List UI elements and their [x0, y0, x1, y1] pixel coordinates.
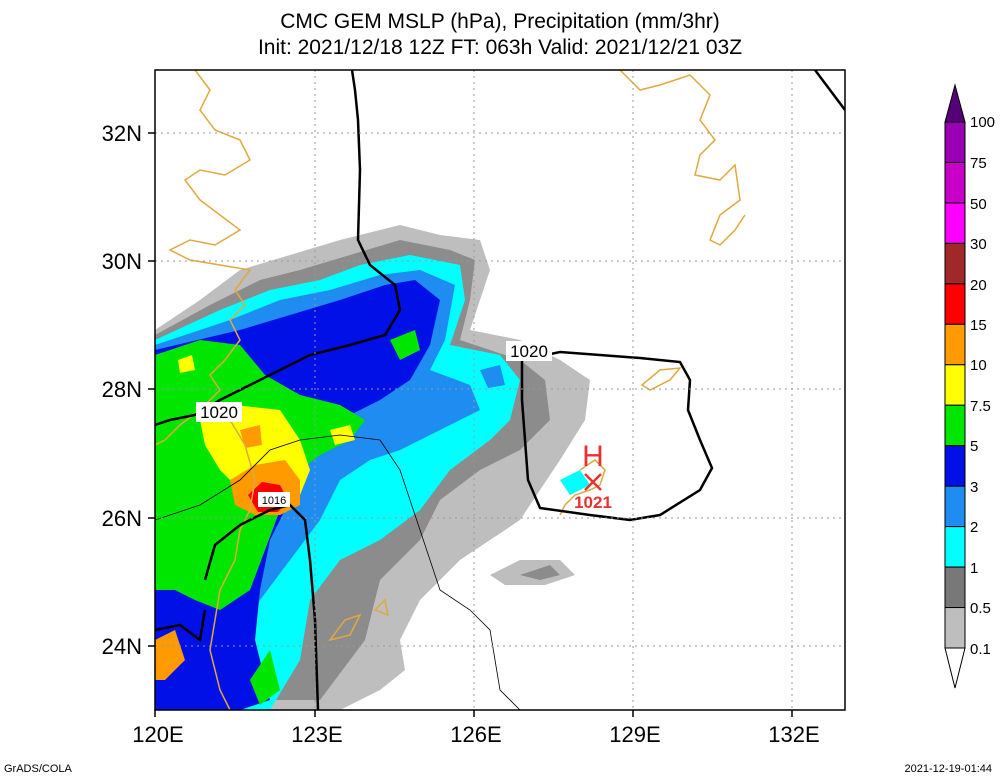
coastline: [155, 70, 252, 446]
latitude-labels: 32N 30N 28N 26N 24N: [102, 121, 142, 659]
colorbar-label: 20: [970, 277, 987, 294]
boundary-line: [155, 434, 521, 710]
colorbar-bottom-arrow: [944, 647, 966, 689]
lon-label: 120E: [132, 722, 183, 747]
precip-5-area: [250, 650, 280, 705]
colorbar-label: 5: [970, 438, 978, 455]
isobar-labels: 1020 1020 1016: [196, 341, 552, 507]
precip-0.5-area: [520, 565, 560, 580]
precip-1-area: [560, 470, 590, 495]
lat-label: 32N: [102, 121, 142, 146]
colorbar-label: 10: [970, 357, 987, 374]
colorbar-swatch: [944, 121, 966, 163]
colorbar-swatch: [944, 242, 966, 285]
precip-7.5-area: [178, 355, 195, 373]
lat-label: 26N: [102, 506, 142, 531]
coastline: [559, 459, 606, 516]
colorbar-label: 30: [970, 236, 987, 253]
colorbar-label: 3: [970, 479, 978, 496]
colorbar-swatch: [944, 404, 966, 447]
colorbar-swatch: [944, 364, 966, 406]
coastline: [619, 70, 746, 246]
precipitation-field: [155, 225, 590, 710]
coastline: [373, 598, 390, 617]
precip-10-area: [240, 425, 262, 448]
colorbar-swatch: [944, 323, 966, 366]
isobar-label-1016: 1016: [262, 495, 286, 507]
map-subtitle: Init: 2021/12/18 12Z FT: 063h Valid: 202…: [257, 36, 743, 59]
high-center-cross-icon: [584, 473, 602, 491]
axis-ticks: [148, 132, 793, 717]
lat-label: 28N: [102, 377, 142, 402]
lat-label: 24N: [102, 634, 142, 659]
colorbar-labels: 100 75 50 30 20 15 10 7.5 5 3 2 1 0.5 0.…: [970, 114, 995, 658]
colorbar-label: 0.1: [970, 641, 991, 658]
lat-label: 30N: [102, 249, 142, 274]
colorbar-swatch: [944, 607, 966, 649]
colorbar-swatch: [944, 161, 966, 204]
colorbar-label: 75: [970, 155, 987, 172]
colorbar-swatch: [944, 445, 966, 487]
lon-label: 132E: [768, 722, 819, 747]
lon-label: 123E: [291, 722, 342, 747]
coastline: [328, 613, 362, 642]
colorbar-swatch: [944, 526, 966, 568]
map-frame: [154, 69, 846, 711]
precip-2-area: [480, 365, 505, 388]
lon-label: 129E: [609, 722, 660, 747]
colorbar-swatch: [944, 202, 966, 244]
colorbar-label: 7.5: [970, 398, 991, 415]
colorbar-label: 15: [970, 317, 987, 334]
boundaries: [155, 434, 521, 710]
longitude-labels: 120E 123E 126E 129E 132E: [132, 722, 819, 747]
coastlines: [155, 70, 746, 710]
colorbar-top-arrow: [944, 83, 966, 123]
gridlines: [155, 70, 845, 710]
isobar-label-1020-west: 1020: [200, 403, 238, 422]
footer-credit: GrADS/COLA: [4, 763, 72, 775]
isobar-1016-sw: [155, 609, 207, 643]
isobar-east-edge: [814, 70, 845, 111]
colorbar-swatch: [944, 283, 966, 325]
lon-label: 126E: [450, 722, 501, 747]
precip-5-area: [390, 330, 420, 360]
high-pressure-center: H 1021: [574, 440, 612, 512]
isobar-label-1020-east: 1020: [510, 342, 548, 361]
colorbar-label: 1: [970, 560, 978, 577]
colorbar-swatch: [944, 485, 966, 528]
map-title: CMC GEM MSLP (hPa), Precipitation (mm/3h…: [280, 10, 720, 33]
colorbar-label: 100: [970, 114, 995, 131]
colorbar-swatch: [944, 566, 966, 609]
isobar-label-bg: [258, 492, 290, 507]
isobar-label-bg: [196, 402, 242, 422]
footer-timestamp: 2021-12-19-01:44: [904, 763, 992, 775]
colorbar-label: 50: [970, 196, 987, 213]
precip-10-area: [155, 630, 185, 680]
isobar-1020-east: [520, 350, 714, 522]
colorbar-label: 2: [970, 519, 978, 536]
isobar-label-bg: [506, 341, 552, 361]
high-symbol: H: [582, 440, 604, 473]
colorbar: 100 75 50 30 20 15 10 7.5 5 3 2 1 0.5 0.…: [944, 83, 995, 689]
colorbar-label: 0.5: [970, 600, 991, 617]
high-value: 1021: [574, 493, 612, 512]
